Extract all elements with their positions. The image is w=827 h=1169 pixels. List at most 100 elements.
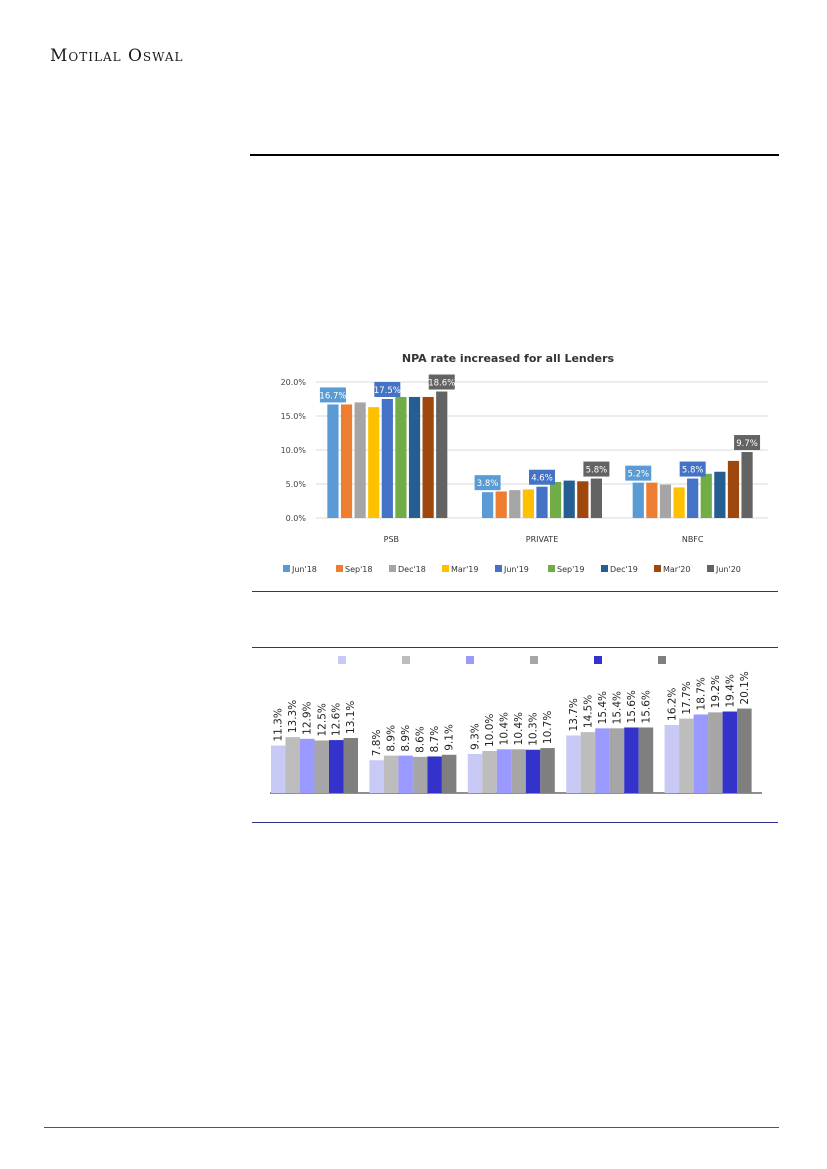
data-label-box (319, 387, 346, 403)
legend-swatch (466, 656, 474, 664)
data-label-box (625, 465, 652, 481)
legend-swatch (389, 565, 396, 572)
bar (700, 473, 712, 518)
bar (632, 482, 644, 518)
data-label: 18.7% (695, 677, 707, 710)
legend-label: Dec'18 (398, 565, 426, 574)
y-tick-label: 5.0% (286, 480, 307, 489)
y-tick-label: 20.0% (281, 378, 307, 387)
bar (536, 486, 548, 518)
bar (398, 755, 413, 793)
bar (329, 740, 344, 793)
bar (624, 727, 639, 793)
x-category-label: PRIVATE (526, 535, 559, 544)
data-label: 5.8% (682, 466, 704, 476)
data-label: 12.6% (331, 703, 343, 736)
bar (714, 471, 726, 518)
bar (285, 737, 300, 793)
y-tick-label: 15.0% (281, 412, 307, 421)
bar (467, 753, 483, 793)
legend-label: Mar'20 (663, 565, 690, 574)
data-label: 9.3% (470, 723, 482, 750)
bar (659, 484, 672, 518)
data-label: 13.3% (287, 700, 299, 733)
data-label: 17.7% (681, 681, 693, 714)
bar (646, 482, 658, 518)
data-label: 5.8% (586, 466, 608, 476)
data-label: 7.8% (371, 730, 383, 757)
bar (395, 396, 407, 518)
legend-swatch (338, 656, 346, 664)
data-label: 12.5% (316, 703, 328, 736)
bar (482, 492, 494, 518)
bar (441, 754, 457, 793)
data-label: 11.3% (273, 708, 285, 741)
legend-swatch (530, 656, 538, 664)
data-label: 8.7% (429, 726, 441, 753)
data-label: 14.5% (582, 695, 594, 728)
data-label: 9.1% (444, 724, 456, 751)
data-label: 13.7% (568, 698, 580, 731)
bar (595, 728, 610, 793)
data-label: 15.4% (597, 691, 609, 724)
data-label-box (529, 469, 555, 485)
bar (340, 404, 353, 518)
bar (368, 407, 380, 518)
y-tick-label: 0.0% (286, 514, 307, 523)
legend-label: Sep'19 (557, 565, 584, 574)
data-label-box (474, 475, 501, 491)
legend-swatch (402, 656, 410, 664)
legend-label: Mar'19 (451, 565, 478, 574)
chart2-top-rule (252, 647, 778, 648)
data-label-box (734, 435, 761, 451)
bar (525, 749, 541, 793)
data-label: 15.6% (626, 690, 638, 723)
bar (687, 478, 699, 518)
data-label: 17.5% (374, 386, 401, 396)
data-label-box (679, 461, 706, 477)
bar (693, 714, 709, 793)
bar (343, 737, 358, 793)
data-label: 10.4% (499, 712, 511, 745)
legend-swatch (658, 656, 666, 664)
data-label-box (583, 461, 610, 477)
bar (580, 732, 596, 793)
chart1-bottom-rule (252, 591, 778, 592)
data-label: 12.9% (302, 701, 314, 734)
bar (708, 712, 723, 793)
bar (354, 402, 366, 518)
legend-label: Jun'18 (291, 565, 317, 574)
data-label: 20.1% (739, 671, 751, 704)
bar (741, 452, 753, 518)
legend-swatch (548, 565, 555, 572)
x-category-label: NBFC (682, 535, 704, 544)
bar (271, 745, 286, 793)
bar (566, 735, 581, 793)
data-label: 8.9% (386, 725, 398, 752)
bar (511, 749, 526, 793)
bar (314, 740, 329, 793)
bar (590, 478, 602, 518)
bar (679, 718, 694, 793)
data-label: 10.7% (542, 711, 554, 744)
bar (722, 711, 738, 793)
data-label: 19.4% (724, 674, 736, 707)
bar (496, 749, 512, 793)
bar (727, 460, 740, 518)
chart2-bottom-rule (252, 822, 778, 823)
data-label: 10.3% (528, 712, 540, 745)
bar (737, 708, 752, 793)
data-label: 19.2% (710, 675, 722, 708)
data-label: 13.1% (345, 701, 357, 734)
bar (550, 481, 562, 518)
data-label: 15.6% (640, 690, 652, 723)
data-label: 18.6% (428, 379, 455, 389)
data-label: 3.8% (477, 479, 499, 489)
bar (482, 751, 497, 793)
y-tick-label: 10.0% (281, 446, 307, 455)
data-label: 4.6% (531, 474, 553, 484)
bar (509, 490, 521, 518)
legend-label: Jun'19 (503, 565, 529, 574)
bar (522, 489, 534, 518)
legend-swatch (336, 565, 343, 572)
